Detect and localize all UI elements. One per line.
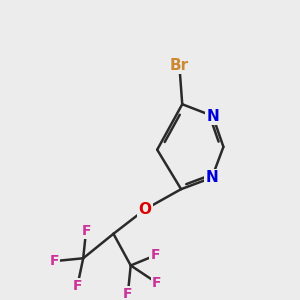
Text: F: F — [50, 254, 59, 268]
Text: F: F — [123, 287, 133, 300]
Text: Br: Br — [170, 58, 189, 73]
Text: F: F — [150, 248, 160, 262]
Text: N: N — [206, 109, 219, 124]
Text: O: O — [139, 202, 152, 217]
Text: F: F — [73, 279, 82, 292]
Text: F: F — [81, 224, 91, 238]
Text: N: N — [206, 170, 218, 185]
Text: F: F — [152, 276, 161, 290]
